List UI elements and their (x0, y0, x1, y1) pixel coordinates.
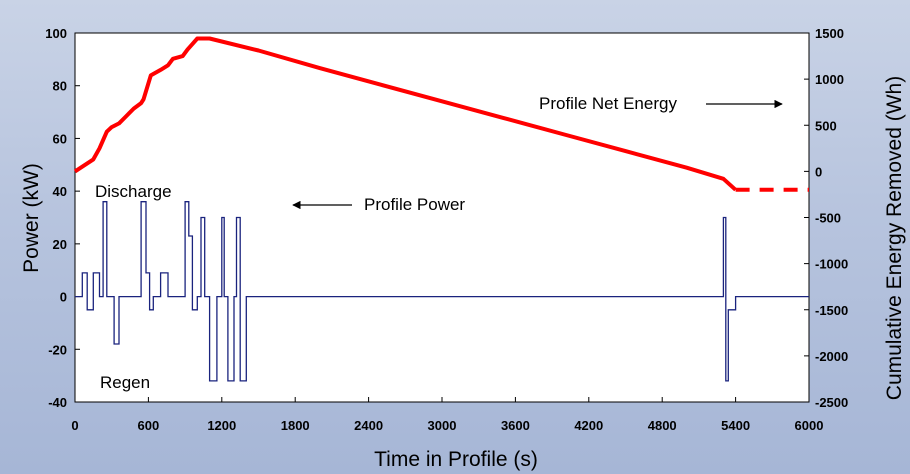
annotation-profile-net-energy: Profile Net Energy (539, 94, 677, 113)
y-tick-label: 20 (53, 237, 67, 252)
plot-area (74, 32, 810, 403)
y2-axis-title: Cumulative Energy Removed (Wh) (883, 76, 906, 400)
x-tick-label: 6000 (795, 418, 824, 433)
annotation-discharge: Discharge (95, 182, 172, 201)
y-tick-label: 60 (53, 131, 67, 146)
y2-tick-label: -500 (815, 211, 841, 226)
x-tick-label: 3000 (428, 418, 457, 433)
y-tick-label: -40 (48, 395, 67, 410)
annotation-profile-power: Profile Power (364, 195, 465, 214)
y2-tick-label: -1500 (815, 303, 848, 318)
x-tick-label: 1200 (207, 418, 236, 433)
y2-tick-label: 0 (815, 164, 822, 179)
y2-tick-label: -2000 (815, 349, 848, 364)
x-tick-label: 1800 (281, 418, 310, 433)
x-tick-label: 4800 (648, 418, 677, 433)
y-tick-label: 40 (53, 184, 67, 199)
y-tick-label: 80 (53, 79, 67, 94)
power-series-line (75, 201, 809, 382)
y2-tick-label: -2500 (815, 395, 848, 410)
y-tick-label: -20 (48, 342, 67, 357)
y-axis-ticks: 100 80 60 40 20 0 -20 -40 (45, 26, 80, 410)
energy-series-line (73, 36, 737, 192)
x-axis-ticks: 0 600 1200 1800 2400 3000 3600 4200 4800 5400 6000 (71, 397, 823, 433)
y2-tick-label: -1000 (815, 257, 848, 272)
y-axis-title: Power (kW) (20, 163, 43, 273)
x-tick-label: 2400 (354, 418, 383, 433)
x-tick-label: 4200 (574, 418, 603, 433)
y2-tick-label: 500 (815, 118, 837, 133)
y2-tick-label: 1500 (815, 26, 844, 41)
y2-tick-label: 1000 (815, 72, 844, 87)
y2-axis-ticks: 1500 1000 500 0 -500 -1000 -1500 -2000 -2500 (804, 26, 848, 410)
y-tick-label: 100 (45, 26, 67, 41)
x-tick-label: 5400 (721, 418, 750, 433)
annotation-regen: Regen (100, 373, 150, 392)
x-tick-label: 0 (71, 418, 78, 433)
x-axis-title: Time in Profile (s) (374, 448, 538, 471)
x-tick-label: 600 (138, 418, 160, 433)
y-tick-label: 0 (60, 290, 67, 305)
x-tick-label: 3600 (501, 418, 530, 433)
